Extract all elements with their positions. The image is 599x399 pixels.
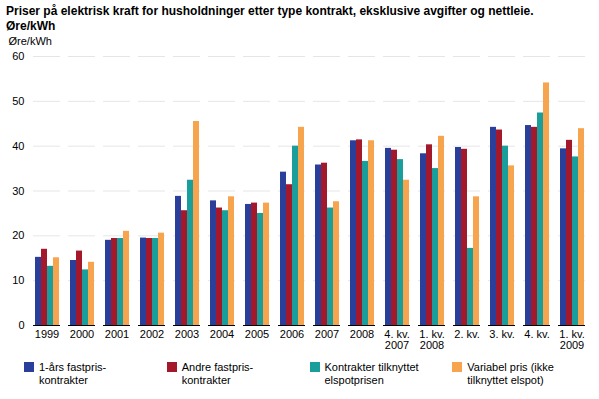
svg-text:50: 50 <box>12 95 24 107</box>
svg-text:30: 30 <box>12 185 24 197</box>
svg-text:2000: 2000 <box>70 328 94 340</box>
svg-text:2001: 2001 <box>105 328 129 340</box>
svg-text:0: 0 <box>18 319 24 331</box>
svg-text:4. kv.: 4. kv. <box>524 328 549 340</box>
svg-text:60: 60 <box>12 50 24 62</box>
svg-text:4. kv.2007: 4. kv.2007 <box>384 328 409 351</box>
svg-text:40: 40 <box>12 140 24 152</box>
svg-text:2007: 2007 <box>315 328 339 340</box>
svg-text:Øre/kWh: Øre/kWh <box>9 35 52 47</box>
svg-text:2005: 2005 <box>245 328 269 340</box>
html-text:Andre fastpris- kontrakter: Andre fastpris- kontrakter <box>181 361 254 386</box>
html-text:1-års fastpris- kontrakter: 1-års fastpris- kontrakter <box>39 361 107 386</box>
svg-text:3. kv.: 3. kv. <box>489 328 514 340</box>
svg-text:1. kv.2008: 1. kv.2008 <box>419 328 444 351</box>
svg-text:10: 10 <box>12 274 24 286</box>
html-text:Kontrakter tilknyttet elspotpr: Kontrakter tilknyttet elspotprisen <box>324 361 419 386</box>
svg-text:2008: 2008 <box>350 328 374 340</box>
svg-text:2002: 2002 <box>140 328 164 340</box>
svg-text:2004: 2004 <box>210 328 234 340</box>
svg-text:1999: 1999 <box>35 328 59 340</box>
svg-text:20: 20 <box>12 229 24 241</box>
html-text:Variabel pris (ikke tilknyttet: Variabel pris (ikke tilknyttet elspot) <box>467 361 554 386</box>
svg-text:2006: 2006 <box>280 328 304 340</box>
html-text:Priser på elektrisk kraft for: Priser på elektrisk kraft for husholdnin… <box>6 4 534 33</box>
svg-text:1. kv.2009: 1. kv.2009 <box>559 328 584 351</box>
svg-text:2003: 2003 <box>175 328 199 340</box>
svg-text:2. kv.: 2. kv. <box>454 328 479 340</box>
